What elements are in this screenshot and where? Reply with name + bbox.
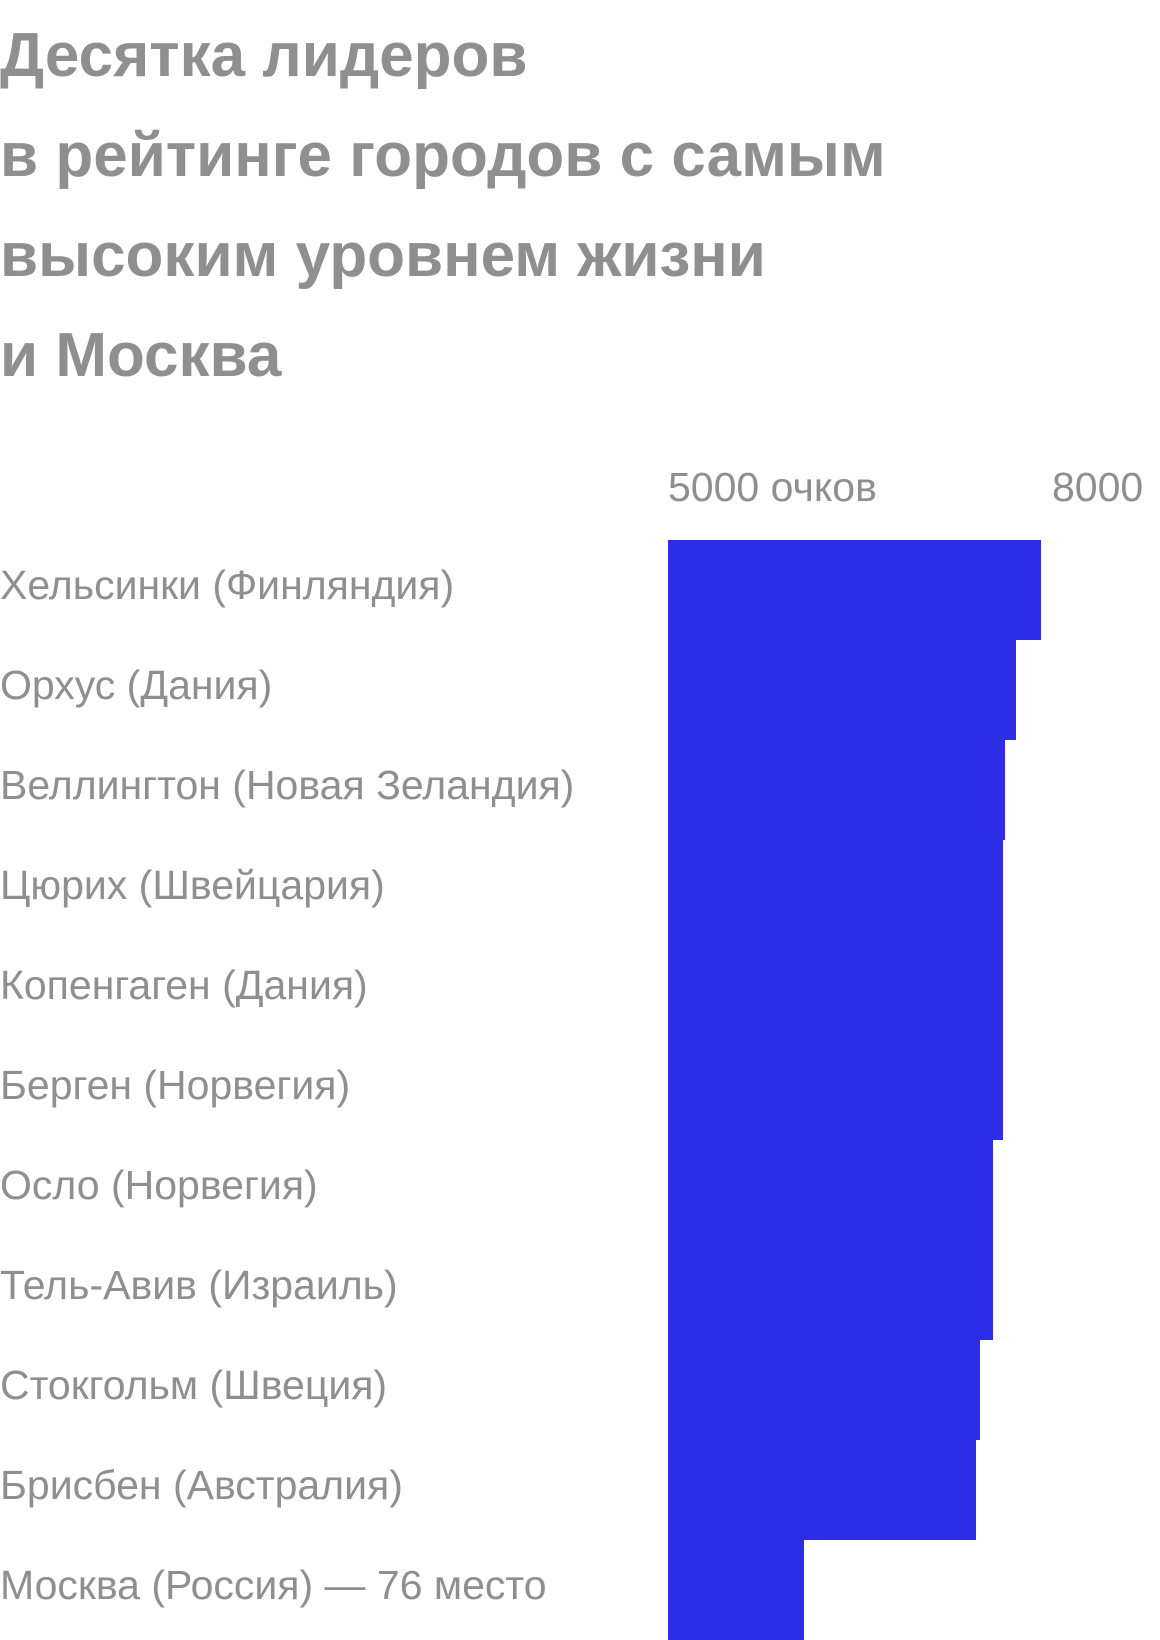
category-label: Орхус (Дания) xyxy=(0,662,273,708)
category-label: Брисбен (Австралия) xyxy=(0,1462,403,1508)
bar xyxy=(668,940,1003,1040)
category-label: Берген (Норвегия) xyxy=(0,1062,351,1108)
category-label: Тель-Авив (Израиль) xyxy=(0,1262,398,1308)
bar xyxy=(668,540,1042,640)
axis-tick-label-max: 8000 xyxy=(1052,464,1144,510)
axis-tick-label-min: 5000 очков xyxy=(668,464,877,510)
bar xyxy=(668,1440,977,1540)
category-label: Цюрих (Швейцария) xyxy=(0,862,385,908)
category-label: Копенгаген (Дания) xyxy=(0,962,368,1008)
category-label: Хельсинки (Финляндия) xyxy=(0,562,455,608)
category-label: Стокгольм (Швеция) xyxy=(0,1362,388,1408)
bar xyxy=(668,840,1003,940)
bar xyxy=(668,1340,981,1440)
category-label: Москва (Россия) — 76 место xyxy=(0,1562,547,1608)
chart-title: Десятка лидеров в рейтинге городов с сам… xyxy=(0,21,886,390)
bar xyxy=(668,740,1006,840)
category-label: Веллингтон (Новая Зеландия) xyxy=(0,762,575,808)
bar xyxy=(668,640,1016,740)
bar xyxy=(668,1540,804,1640)
bar xyxy=(668,1140,994,1240)
bar xyxy=(668,1240,994,1340)
bar xyxy=(668,1040,1003,1140)
category-label: Осло (Норвегия) xyxy=(0,1162,318,1208)
